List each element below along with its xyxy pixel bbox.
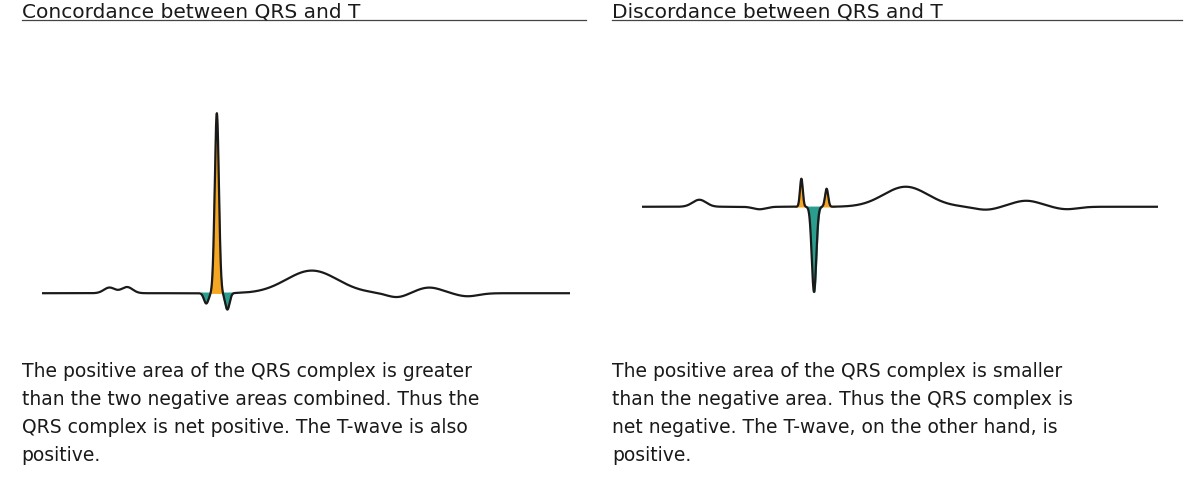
Text: The positive area of the QRS complex is smaller
than the negative area. Thus the: The positive area of the QRS complex is … <box>612 361 1073 464</box>
Text: Discordance between QRS and T: Discordance between QRS and T <box>612 2 943 21</box>
Text: The positive area of the QRS complex is greater
than the two negative areas comb: The positive area of the QRS complex is … <box>22 361 479 464</box>
Text: Concordance between QRS and T: Concordance between QRS and T <box>22 2 360 21</box>
